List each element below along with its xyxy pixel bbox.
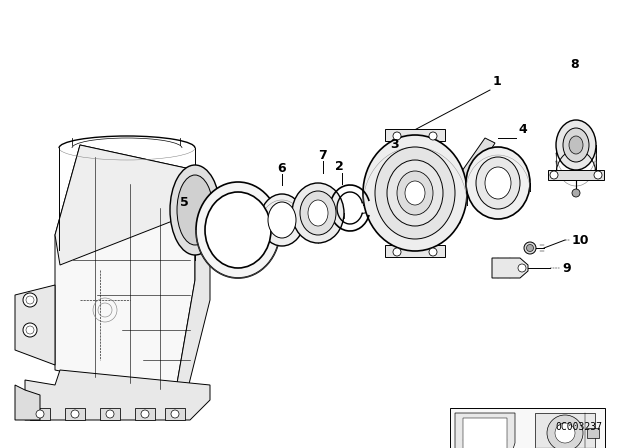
Polygon shape bbox=[492, 258, 528, 278]
Ellipse shape bbox=[476, 157, 520, 209]
Ellipse shape bbox=[547, 415, 583, 448]
Polygon shape bbox=[55, 145, 195, 265]
Ellipse shape bbox=[268, 202, 296, 238]
Ellipse shape bbox=[292, 183, 344, 243]
Polygon shape bbox=[175, 170, 210, 400]
Ellipse shape bbox=[375, 147, 455, 239]
Circle shape bbox=[429, 248, 437, 256]
Ellipse shape bbox=[555, 423, 575, 443]
Ellipse shape bbox=[260, 194, 304, 246]
Circle shape bbox=[527, 245, 534, 251]
Circle shape bbox=[71, 410, 79, 418]
Circle shape bbox=[393, 248, 401, 256]
Circle shape bbox=[23, 323, 37, 337]
Ellipse shape bbox=[397, 171, 433, 215]
Ellipse shape bbox=[405, 181, 425, 205]
Bar bbox=[135, 408, 155, 420]
Bar bbox=[450, 408, 605, 448]
Ellipse shape bbox=[170, 165, 220, 255]
Bar bbox=[535, 413, 595, 448]
Text: 0C003237: 0C003237 bbox=[555, 422, 602, 432]
Bar bbox=[30, 408, 50, 420]
Bar bbox=[65, 408, 85, 420]
Circle shape bbox=[393, 132, 401, 140]
Circle shape bbox=[524, 242, 536, 254]
Text: 9: 9 bbox=[562, 262, 571, 275]
Bar bbox=[587, 428, 599, 438]
Ellipse shape bbox=[563, 128, 589, 162]
Polygon shape bbox=[15, 285, 55, 365]
Circle shape bbox=[23, 293, 37, 307]
Circle shape bbox=[518, 264, 526, 272]
Circle shape bbox=[106, 410, 114, 418]
Ellipse shape bbox=[556, 120, 596, 170]
Polygon shape bbox=[15, 385, 40, 420]
Ellipse shape bbox=[308, 200, 328, 226]
Ellipse shape bbox=[466, 147, 530, 219]
Circle shape bbox=[594, 171, 602, 179]
Text: 1: 1 bbox=[493, 75, 502, 88]
Bar bbox=[100, 408, 120, 420]
Polygon shape bbox=[55, 145, 195, 395]
Ellipse shape bbox=[300, 191, 336, 235]
Text: 4: 4 bbox=[518, 123, 527, 136]
Circle shape bbox=[141, 410, 149, 418]
Polygon shape bbox=[450, 138, 495, 223]
Circle shape bbox=[429, 132, 437, 140]
Bar bbox=[548, 170, 604, 180]
Text: 3: 3 bbox=[390, 138, 399, 151]
Circle shape bbox=[550, 171, 558, 179]
Bar bbox=[165, 408, 185, 420]
Text: 10: 10 bbox=[572, 234, 589, 247]
Ellipse shape bbox=[177, 175, 213, 245]
Ellipse shape bbox=[196, 182, 280, 278]
Bar bbox=[385, 245, 445, 257]
Ellipse shape bbox=[363, 135, 467, 251]
Polygon shape bbox=[463, 418, 507, 448]
Ellipse shape bbox=[569, 136, 583, 154]
Circle shape bbox=[572, 189, 580, 197]
Ellipse shape bbox=[485, 167, 511, 199]
Text: 2: 2 bbox=[335, 160, 344, 173]
Text: 8: 8 bbox=[570, 58, 579, 71]
Circle shape bbox=[171, 410, 179, 418]
Polygon shape bbox=[455, 413, 515, 448]
Bar bbox=[385, 129, 445, 141]
Text: 5: 5 bbox=[180, 196, 189, 209]
Text: 7: 7 bbox=[318, 149, 327, 162]
Circle shape bbox=[36, 410, 44, 418]
Ellipse shape bbox=[205, 192, 271, 268]
Ellipse shape bbox=[387, 160, 443, 226]
Polygon shape bbox=[25, 370, 210, 420]
Text: 6: 6 bbox=[277, 162, 285, 175]
